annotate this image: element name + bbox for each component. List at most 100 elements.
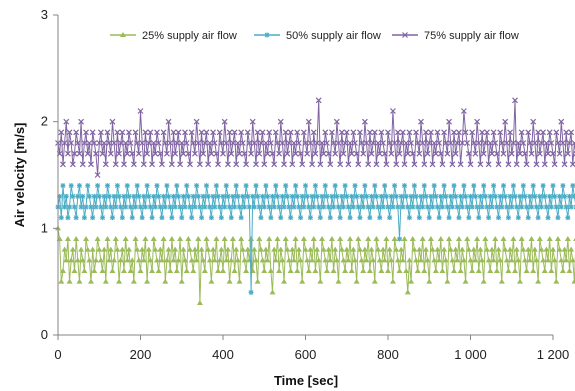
data-point bbox=[262, 246, 269, 252]
data-point bbox=[332, 150, 339, 157]
data-point bbox=[342, 140, 349, 146]
data-point bbox=[314, 193, 320, 199]
data-point bbox=[479, 129, 485, 136]
data-point bbox=[80, 193, 86, 199]
data-point bbox=[195, 236, 202, 241]
data-point bbox=[83, 204, 89, 210]
data-point bbox=[468, 193, 473, 199]
y-tick-label: 3 bbox=[41, 7, 48, 22]
data-point bbox=[71, 150, 78, 157]
data-point bbox=[245, 193, 251, 199]
data-point bbox=[221, 118, 228, 125]
data-point bbox=[517, 278, 523, 284]
data-point bbox=[378, 129, 385, 136]
data-point bbox=[512, 268, 519, 273]
data-point bbox=[279, 193, 285, 199]
data-point bbox=[93, 150, 99, 157]
data-point bbox=[356, 246, 363, 252]
data-point bbox=[476, 215, 482, 221]
data-point bbox=[365, 236, 372, 241]
data-point bbox=[393, 161, 400, 168]
data-point bbox=[182, 129, 188, 136]
data-point bbox=[338, 246, 345, 252]
data-point bbox=[191, 246, 198, 252]
data-point bbox=[218, 140, 225, 146]
data-point bbox=[448, 193, 454, 199]
data-point bbox=[270, 193, 275, 199]
data-point bbox=[402, 183, 407, 189]
data-point bbox=[68, 257, 75, 263]
data-point bbox=[58, 278, 65, 284]
data-point bbox=[528, 150, 535, 157]
data-point bbox=[239, 246, 246, 252]
data-point bbox=[152, 150, 159, 157]
data-point bbox=[185, 150, 192, 157]
data-point bbox=[401, 236, 408, 241]
data-point bbox=[177, 236, 184, 241]
data-point bbox=[292, 150, 299, 157]
data-point bbox=[426, 215, 432, 221]
data-point bbox=[233, 161, 240, 168]
data-point bbox=[264, 257, 271, 263]
data-point bbox=[427, 236, 434, 241]
data-point bbox=[543, 204, 549, 210]
y-tick-label: 1 bbox=[41, 220, 48, 235]
data-point bbox=[218, 215, 224, 221]
data-point bbox=[208, 150, 215, 157]
data-point bbox=[129, 257, 136, 263]
data-point bbox=[540, 129, 547, 136]
data-point bbox=[228, 215, 234, 221]
data-point bbox=[556, 150, 563, 157]
data-point bbox=[206, 257, 213, 263]
data-point bbox=[350, 204, 356, 210]
data-point bbox=[319, 193, 325, 199]
data-point bbox=[508, 150, 515, 157]
data-point bbox=[60, 183, 66, 189]
data-point bbox=[88, 161, 94, 168]
data-point bbox=[312, 268, 319, 273]
data-point bbox=[388, 257, 395, 263]
data-point bbox=[479, 204, 485, 210]
data-point bbox=[316, 204, 322, 210]
data-point bbox=[443, 193, 449, 199]
data-point bbox=[571, 278, 575, 284]
data-point bbox=[502, 193, 508, 199]
data-point bbox=[491, 183, 497, 189]
data-point bbox=[287, 268, 294, 273]
data-point bbox=[284, 193, 290, 199]
data-point bbox=[399, 257, 406, 263]
data-point bbox=[424, 150, 431, 157]
data-point bbox=[334, 193, 340, 199]
data-point bbox=[372, 183, 378, 189]
data-point bbox=[72, 204, 77, 210]
data-point bbox=[423, 129, 429, 136]
data-point bbox=[547, 193, 553, 199]
data-point bbox=[375, 204, 381, 210]
data-point bbox=[57, 193, 63, 199]
data-point bbox=[119, 215, 125, 221]
data-point bbox=[489, 150, 495, 157]
data-point bbox=[475, 268, 482, 273]
data-point bbox=[86, 193, 92, 199]
data-point bbox=[106, 257, 113, 263]
data-point bbox=[204, 183, 209, 189]
data-point bbox=[142, 204, 148, 210]
data-point bbox=[237, 204, 242, 210]
data-point bbox=[241, 150, 248, 157]
data-point bbox=[145, 140, 152, 146]
data-point bbox=[551, 161, 558, 168]
data-point bbox=[177, 204, 183, 210]
data-point bbox=[106, 193, 112, 199]
data-point bbox=[195, 140, 202, 146]
data-point bbox=[533, 257, 540, 263]
data-point bbox=[81, 268, 88, 273]
data-point bbox=[375, 140, 382, 146]
data-point bbox=[111, 257, 118, 263]
data-point bbox=[517, 150, 523, 157]
data-point bbox=[261, 161, 268, 168]
data-point bbox=[135, 257, 142, 263]
data-point bbox=[556, 246, 563, 252]
data-point bbox=[102, 278, 109, 284]
data-point bbox=[340, 204, 346, 210]
data-point bbox=[393, 193, 399, 199]
